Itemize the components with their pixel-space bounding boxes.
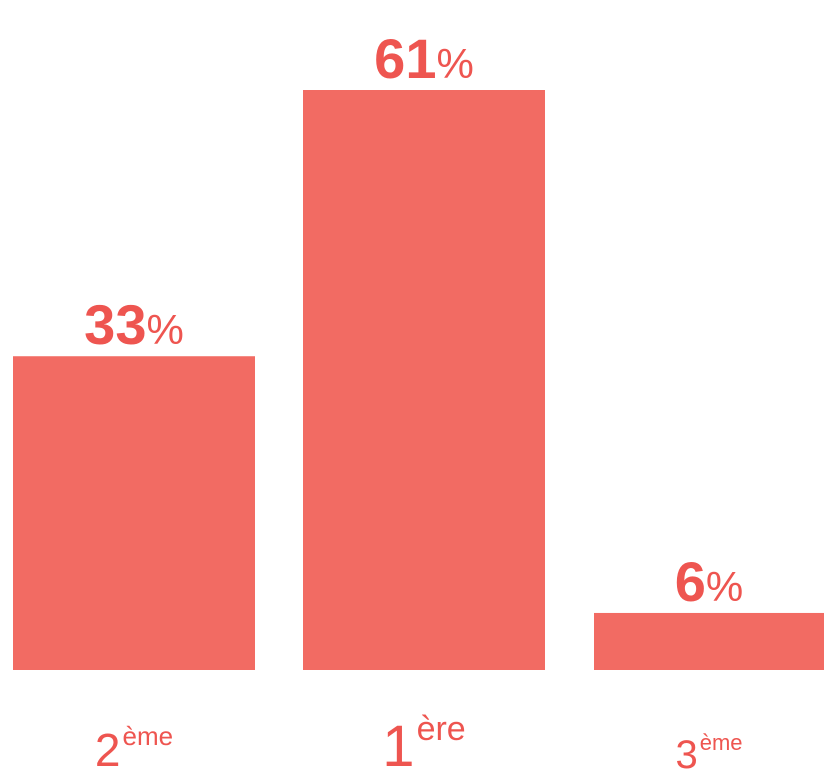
bar-3: [594, 612, 824, 670]
value-number: 33: [84, 293, 146, 356]
category-number: 1: [382, 714, 414, 771]
category-number: 3: [675, 733, 697, 771]
bar-2: [303, 90, 545, 670]
category-suffix: ère: [417, 710, 466, 748]
value-percent-sign: %: [706, 563, 743, 610]
category-suffix: ème: [700, 730, 743, 755]
value-number: 61: [374, 27, 436, 90]
value-percent-sign: %: [436, 40, 473, 87]
value-number: 6: [675, 550, 706, 613]
bar-1: [13, 356, 255, 670]
value-label-2: 61%: [374, 27, 474, 90]
category-label-3: 3ème: [675, 730, 742, 771]
value-percent-sign: %: [146, 306, 183, 353]
value-label-1: 33%: [84, 293, 184, 356]
category-label-2: 1ère: [382, 710, 465, 771]
category-suffix: ème: [123, 721, 174, 751]
value-label-3: 6%: [675, 550, 744, 613]
category-label-1: 2ème: [95, 721, 173, 771]
category-number: 2: [95, 724, 121, 771]
